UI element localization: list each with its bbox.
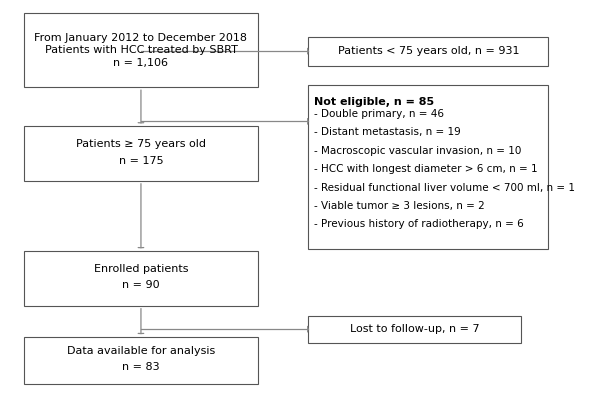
Text: n = 83: n = 83 <box>122 362 160 373</box>
Text: Lost to follow-up, n = 7: Lost to follow-up, n = 7 <box>349 324 479 334</box>
Text: Patients < 75 years old, n = 931: Patients < 75 years old, n = 931 <box>338 46 519 56</box>
Text: Data available for analysis: Data available for analysis <box>67 345 215 356</box>
FancyBboxPatch shape <box>24 126 258 181</box>
FancyBboxPatch shape <box>308 85 549 249</box>
Text: n = 175: n = 175 <box>119 156 163 165</box>
Text: - Distant metastasis, n = 19: - Distant metastasis, n = 19 <box>314 127 461 137</box>
Text: From January 2012 to December 2018: From January 2012 to December 2018 <box>34 33 248 43</box>
FancyBboxPatch shape <box>24 13 258 87</box>
Text: Enrolled patients: Enrolled patients <box>94 264 188 274</box>
Text: - Viable tumor ≥ 3 lesions, n = 2: - Viable tumor ≥ 3 lesions, n = 2 <box>314 201 485 211</box>
FancyBboxPatch shape <box>308 316 520 343</box>
FancyBboxPatch shape <box>24 251 258 306</box>
Text: Patients with HCC treated by SBRT: Patients with HCC treated by SBRT <box>45 45 237 55</box>
Text: n = 90: n = 90 <box>122 281 160 290</box>
Text: Not eligible, n = 85: Not eligible, n = 85 <box>314 97 434 107</box>
Text: n = 1,106: n = 1,106 <box>113 58 169 68</box>
Text: - Macroscopic vascular invasion, n = 10: - Macroscopic vascular invasion, n = 10 <box>314 146 522 156</box>
Text: Patients ≥ 75 years old: Patients ≥ 75 years old <box>76 139 206 149</box>
FancyBboxPatch shape <box>308 37 549 66</box>
Text: - Double primary, n = 46: - Double primary, n = 46 <box>314 109 444 119</box>
FancyBboxPatch shape <box>24 337 258 384</box>
Text: - HCC with longest diameter > 6 cm, n = 1: - HCC with longest diameter > 6 cm, n = … <box>314 164 538 174</box>
Text: - Previous history of radiotherapy, n = 6: - Previous history of radiotherapy, n = … <box>314 219 524 230</box>
Text: - Residual functional liver volume < 700 ml, n = 1: - Residual functional liver volume < 700… <box>314 183 575 193</box>
